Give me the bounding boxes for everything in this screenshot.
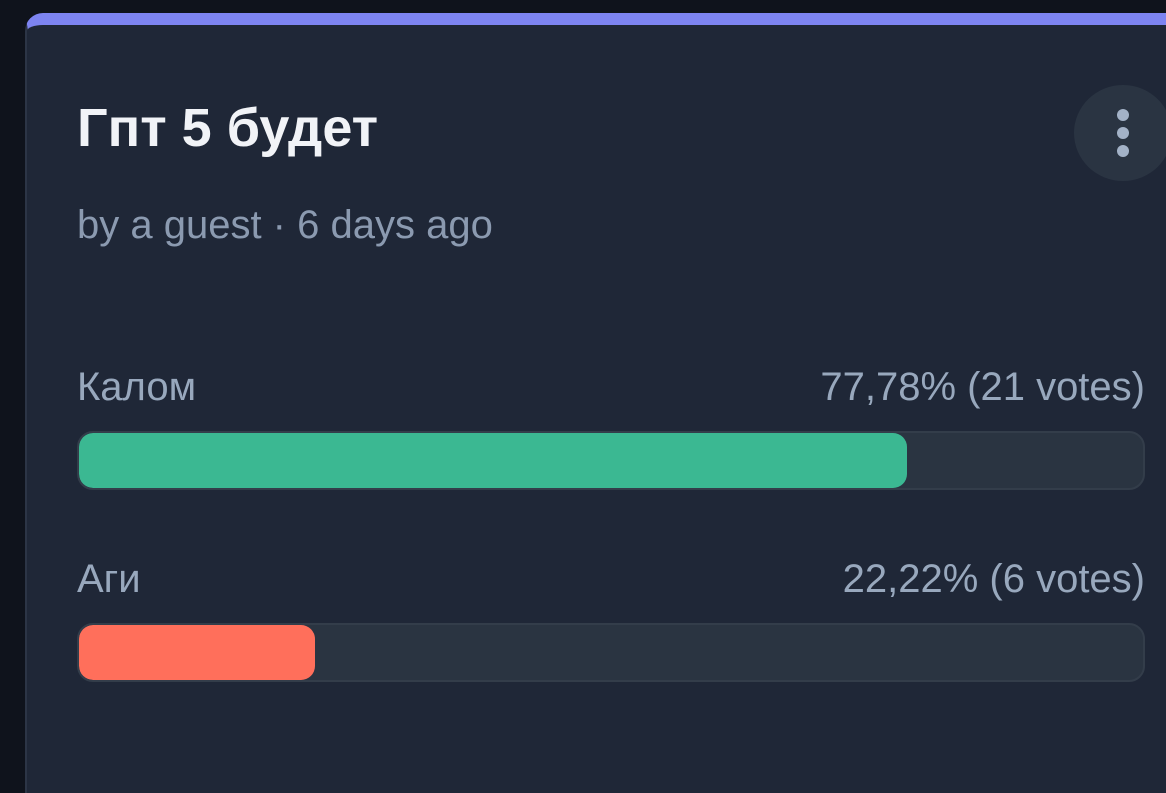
more-vertical-icon (1117, 145, 1129, 157)
more-vertical-icon (1117, 109, 1129, 121)
option-progress-fill (79, 433, 907, 488)
poll-card: Гпт 5 будет by a guest · 6 days ago Кало… (25, 13, 1166, 793)
poll-meta: by a guest · 6 days ago (77, 203, 493, 247)
poll-title: Гпт 5 будет (77, 98, 379, 158)
option-progress-bar (77, 431, 1145, 490)
more-options-button[interactable] (1074, 85, 1166, 181)
more-vertical-icon (1117, 127, 1129, 139)
option-label: Аги (77, 556, 141, 601)
option-progress-fill (79, 625, 316, 680)
option-result: 77,78% (21 votes) (820, 364, 1145, 409)
poll-option: Аги 22,22% (6 votes) (77, 549, 1145, 682)
option-progress-bar (77, 623, 1145, 682)
option-result: 22,22% (6 votes) (842, 556, 1145, 601)
poll-option: Калом 77,78% (21 votes) (77, 357, 1145, 490)
option-label: Калом (77, 364, 197, 409)
